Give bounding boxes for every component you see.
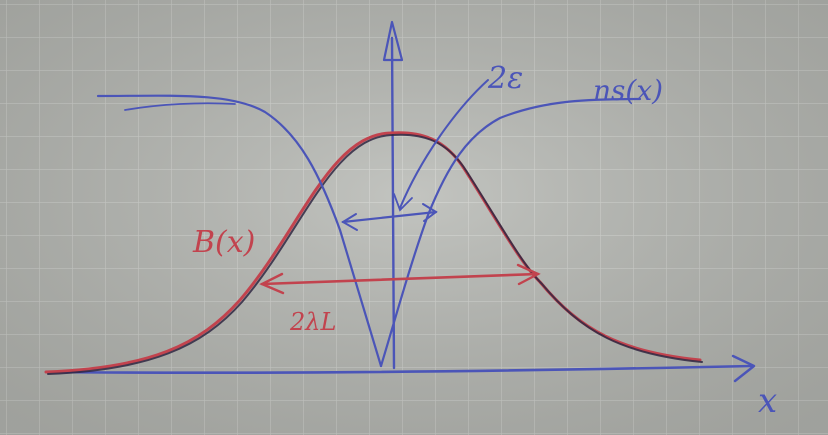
lambda-arrowhead-right (516, 263, 541, 286)
lambda-width-arrow (260, 272, 540, 286)
x-axis-label: x (758, 381, 777, 421)
epsilon-arrowhead-right (422, 203, 438, 222)
epsilon-width-label: 2ε (487, 61, 523, 96)
x-axis-arrowhead (731, 354, 756, 383)
epsilon-leader-arrowhead (393, 193, 413, 212)
ns-curve-left (96, 94, 383, 368)
vertical-axis-line (390, 36, 396, 370)
epsilon-arrowhead-left (341, 213, 358, 231)
ns-curve-label: ns(x) (593, 74, 663, 107)
lambda-arrowhead-left (259, 272, 285, 295)
ns-curve-left-flourish (124, 102, 236, 111)
b-curve-label: B(x) (192, 225, 255, 260)
epsilon-width-arrow (341, 210, 438, 224)
lambda-width-label: 2λL (289, 308, 336, 336)
b-curve (47, 133, 703, 375)
x-axis-line (44, 364, 754, 375)
vertical-axis-arrowhead (382, 20, 404, 62)
epsilon-leader-line (399, 79, 489, 209)
ns-curve-right (379, 97, 642, 368)
